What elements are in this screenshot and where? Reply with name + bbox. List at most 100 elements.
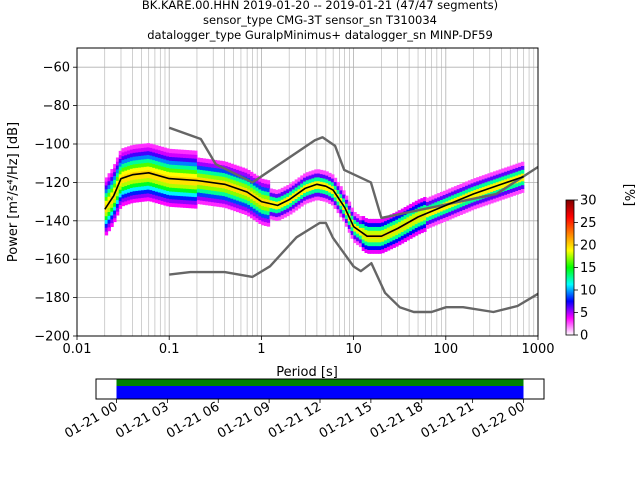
psd-cell <box>490 172 494 177</box>
psd-cell <box>107 196 111 201</box>
psd-cell <box>230 182 234 188</box>
psd-cell <box>157 176 162 181</box>
psd-cell <box>314 177 318 182</box>
psd-cell <box>177 199 181 204</box>
psd-cell <box>353 215 357 221</box>
psd-cell <box>330 185 335 191</box>
psd-cell <box>194 192 198 198</box>
psd-cell <box>205 189 209 194</box>
psd-cell <box>448 215 452 220</box>
psd-cell <box>330 201 335 206</box>
psd-cell <box>138 155 142 160</box>
psd-cell <box>174 179 178 185</box>
y-tick-label: −160 <box>34 253 70 268</box>
psd-cell <box>188 188 192 193</box>
psd-cell <box>308 190 313 195</box>
psd-cell <box>166 194 170 199</box>
psd-cell <box>208 189 212 195</box>
psd-cell <box>252 173 257 178</box>
psd-cell <box>238 201 243 206</box>
psd-cell <box>384 216 388 222</box>
psd-cell <box>406 205 410 210</box>
psd-cell <box>294 202 299 207</box>
psd-cell <box>375 222 380 227</box>
psd-cell <box>199 192 204 197</box>
psd-cell <box>258 177 262 182</box>
psd-cell <box>386 234 391 240</box>
psd-cell <box>213 186 218 192</box>
psd-cell <box>171 195 176 200</box>
psd-cell <box>110 207 114 212</box>
psd-cell <box>280 199 285 204</box>
psd-cell <box>384 220 388 226</box>
psd-cell <box>386 223 391 228</box>
psd-cell <box>141 166 145 172</box>
psd-cell <box>163 151 167 156</box>
psd-cell <box>222 168 226 174</box>
psd-cell <box>266 218 271 223</box>
psd-cell <box>177 203 181 208</box>
psd-cell <box>138 163 142 168</box>
psd-cell <box>372 218 377 224</box>
psd-cell <box>319 192 324 198</box>
psd-cell <box>121 155 125 161</box>
psd-cell <box>213 163 218 169</box>
psd-cell <box>230 163 234 168</box>
psd-cell <box>255 202 259 207</box>
psd-cell <box>129 183 134 189</box>
psd-cell <box>230 205 234 211</box>
psd-cell <box>182 153 187 158</box>
psd-cell <box>423 220 427 225</box>
psd-cell <box>434 209 438 214</box>
psd-cell <box>297 192 301 198</box>
psd-cell <box>322 174 327 179</box>
psd-cell <box>476 177 480 182</box>
psd-cell <box>107 203 111 209</box>
psd-cell <box>146 177 151 182</box>
psd-cell <box>110 218 114 224</box>
psd-cell <box>216 198 220 203</box>
psd-cell <box>451 206 455 211</box>
psd-cell <box>219 187 223 192</box>
psd-cell <box>244 191 248 196</box>
psd-cell <box>124 200 128 206</box>
psd-cell <box>294 179 299 184</box>
psd-cell <box>185 157 190 162</box>
psd-cell <box>283 201 287 207</box>
psd-cell <box>518 185 522 190</box>
psd-cell <box>339 186 343 191</box>
psd-cell <box>512 183 516 189</box>
psd-cell <box>141 178 145 183</box>
x-tick-label: 100 <box>433 342 458 357</box>
psd-cell <box>118 158 123 163</box>
psd-cell <box>152 159 156 165</box>
psd-cell <box>213 190 218 195</box>
psd-cell <box>339 197 343 202</box>
psd-cell <box>247 189 251 194</box>
psd-cell <box>141 189 145 195</box>
psd-cell <box>113 183 117 188</box>
psd-cell <box>367 249 371 254</box>
psd-cell <box>180 153 184 158</box>
psd-cell <box>459 206 463 212</box>
psd-cell <box>342 190 346 195</box>
psd-cell <box>177 164 181 170</box>
psd-cell <box>121 186 125 191</box>
psd-cell <box>378 230 382 235</box>
psd-cell <box>269 200 273 205</box>
psd-cell <box>336 205 340 210</box>
psd-cell <box>166 152 170 157</box>
psd-cell <box>205 185 209 190</box>
psd-cell <box>269 196 273 201</box>
psd-cell <box>155 149 159 154</box>
psd-cell <box>495 170 500 175</box>
psd-cell <box>275 193 279 198</box>
psd-cell <box>272 196 276 202</box>
psd-cell <box>520 173 525 178</box>
psd-cell <box>160 173 165 178</box>
psd-cell <box>342 213 346 218</box>
psd-cell <box>342 209 346 214</box>
psd-cell <box>277 216 282 221</box>
psd-cell <box>467 207 472 212</box>
psd-cell <box>417 203 421 208</box>
